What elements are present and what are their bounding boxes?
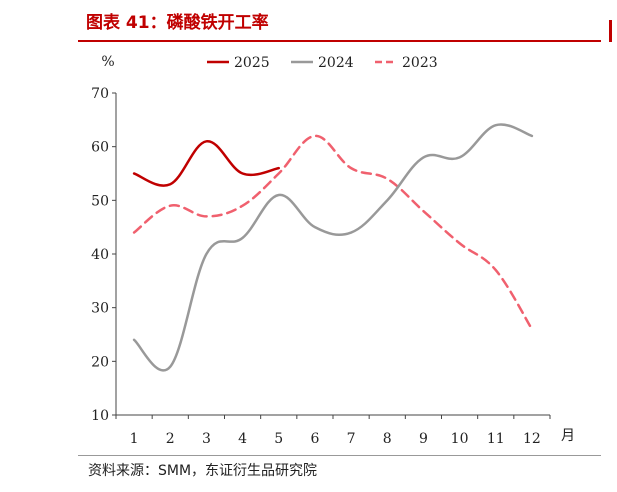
x-tick-label: 10: [451, 431, 469, 447]
y-tick-label: 60: [91, 140, 109, 156]
x-tick-label: 3: [202, 431, 211, 447]
legend-label-2024: 2024: [318, 55, 354, 71]
series-line-2025: [132, 140, 280, 187]
x-tick-label: 7: [347, 431, 356, 447]
x-tick-label: 12: [523, 431, 541, 447]
y-tick-label: 10: [91, 408, 109, 424]
chart-title: 图表 41：磷酸铁开工率: [86, 13, 269, 33]
y-axis-label: %: [101, 54, 114, 70]
legend: 2025 2024 2023: [207, 55, 438, 71]
x-tick-label: 5: [274, 431, 283, 447]
axes: [115, 93, 550, 416]
y-tick-label: 30: [91, 301, 109, 317]
source-note: 资料来源：SMM，东证衍生品研究院: [88, 463, 318, 479]
y-tick-label: 70: [91, 86, 109, 102]
series-layer: [132, 123, 534, 372]
edge-mark: [609, 20, 612, 42]
x-tick-label: 2: [166, 431, 175, 447]
legend-label-2023: 2023: [402, 55, 438, 71]
x-tick-label: 1: [130, 431, 139, 447]
series-line-2023: [132, 134, 534, 331]
y-tick-label: 40: [91, 247, 109, 263]
x-tick-label: 6: [310, 431, 319, 447]
x-tick-label: 9: [419, 431, 428, 447]
title-rule: [78, 40, 601, 42]
y-tick-label: 20: [91, 354, 109, 370]
series-line-2024: [132, 123, 534, 372]
legend-label-2025: 2025: [234, 55, 270, 71]
x-axis-label: 月: [561, 428, 575, 444]
x-tick-label: 8: [383, 431, 392, 447]
x-tick-label: 4: [238, 431, 247, 447]
y-tick-label: 50: [91, 193, 109, 209]
x-tick-label: 11: [487, 431, 505, 447]
bottom-rule: [78, 455, 601, 456]
